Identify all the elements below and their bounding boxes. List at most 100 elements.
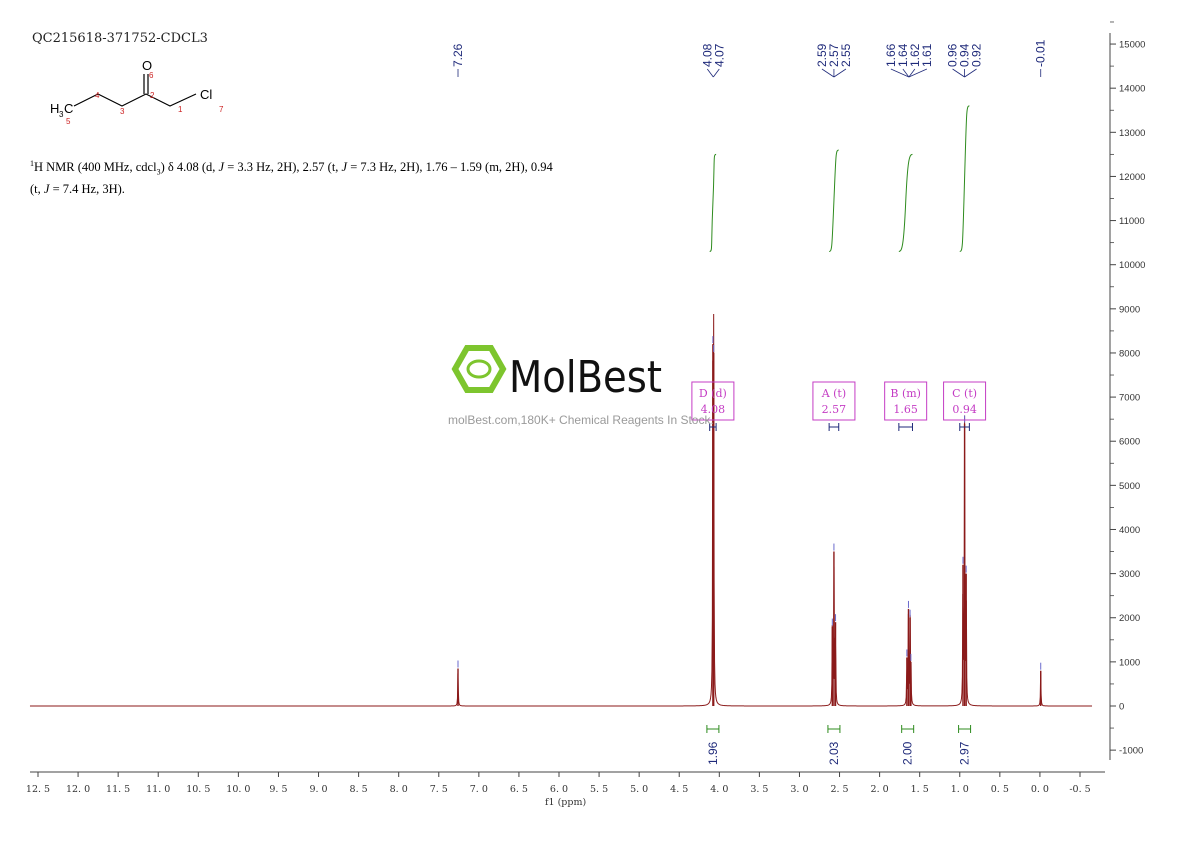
carbon-chain-bonds [73,93,197,107]
multiplet-box [812,381,856,421]
nmr-description-part: (t, [30,181,44,196]
y-tick-label: 2000 [1119,613,1140,624]
integral-curve [898,153,913,252]
multiplet-layer: D (d) 4.08 A (t) 2.57 B (m) 1.65 C (t) 0.94 [691,381,987,431]
x-tick-label: 7. 5 [430,784,448,795]
multiplet-box [943,381,987,421]
peak-shift-label: 0.94 [958,43,972,67]
nmr-description-part: = 7.4 Hz, 3H). [49,181,125,196]
methyl-c-label: C [64,101,73,116]
x-tick-label: 3. 5 [750,784,768,795]
x-tick-label: 2. 5 [830,784,848,795]
y-tick-label: -1000 [1119,746,1143,757]
sample-id: QC215618-371752-CDCL3 [32,31,208,46]
x-tick-label: 6. 5 [510,784,528,795]
nmr-description-part: H NMR (400 MHz, cdcl [34,160,157,175]
y-tick-label: 7000 [1119,393,1140,404]
peak-shift-label: 2.59 [815,43,829,67]
x-tick-label: 5. 0 [630,784,648,795]
multiplet-shift-label: 4.08 [701,403,726,416]
x-tick-label: 3. 0 [790,784,808,795]
peak-shift-label: 0.96 [946,43,960,67]
multiplet-name-label: C (t) [952,387,977,400]
peak-label-connector [821,68,835,78]
nmr-description-part: = 7.3 Hz, 2H), 1.76 – 1.59 (m, 2H), 0.94 [347,160,553,175]
integral-curve [709,153,717,252]
peak-label-connector [952,68,965,78]
x-tick-label: 1. 0 [951,784,969,795]
x-tick-label: 4. 5 [670,784,688,795]
atom-locant: 2 [150,91,155,100]
multiplet-name-label: A (t) [821,387,846,400]
x-tick-label: 11. 5 [106,784,130,795]
benzene-inner-ring-icon [466,359,492,379]
y-tick-label: 6000 [1119,437,1140,448]
integral-curve [959,105,970,252]
x-tick-label: 12. 5 [26,784,50,795]
y-tick-label: 5000 [1119,481,1140,492]
atom-locant: 7 [219,105,224,114]
nmr-description-part: = 3.3 Hz, 2H), 2.57 (t, [224,160,342,175]
x-tick-label: 9. 5 [269,784,287,795]
x-tick-label: 1. 5 [911,784,929,795]
y-tick-label: 3000 [1119,569,1140,580]
y-tick-label: 1000 [1119,657,1140,668]
x-tick-label: 5. 5 [590,784,608,795]
peak-shift-label: 1.62 [908,43,922,67]
atom-locant: 6 [149,71,154,80]
peak-label-connector [908,68,928,78]
peak-shift-label: 7.26 [451,43,465,67]
watermark-tagline: molBest.com,180K+ Chemical Reagents In S… [448,413,714,427]
y-tick-label: 14000 [1119,84,1145,95]
peak-shift-label: -0.01 [1034,39,1048,67]
multiplet-shift-label: 2.57 [822,403,847,416]
x-tick-label: 11. 0 [146,784,170,795]
atom-locant: 1 [178,105,183,114]
x-tick-label: 4. 0 [710,784,728,795]
axes-layer: 12. 5 12. 0 11. 5 11. 0 10. 5 10. 0 9. 5 9. 0 8.… [26,21,1145,795]
x-tick-label: 12. 0 [66,784,90,795]
peak-label-layer: 7.26 4.084.07 2.592.572.55 1.661.641.621.61… [451,39,1048,78]
y-tick-label: 12000 [1119,172,1145,183]
y-tick-label: 10000 [1119,260,1145,271]
multiplet-shift-label: 1.65 [893,403,918,416]
y-tick-label: 11000 [1119,216,1145,227]
atom-locant: 5 [66,117,71,126]
multiplet-shift-label: 0.94 [952,403,977,416]
solvent-subscript: 3 [156,167,161,177]
spectrum-layer [29,313,1093,707]
methyl-h-label: H [50,101,59,116]
x-tick-label: 7. 0 [470,784,488,795]
y-tick-label: 15000 [1119,40,1145,51]
coupling-symbol: J [341,160,348,175]
peak-shift-label: 1.61 [920,43,934,67]
x-tick-label: 10. 5 [186,784,210,795]
x-tick-label: 2. 0 [871,784,889,795]
peak-label-connector [902,68,910,78]
nmr-description: 1H NMR (400 MHz, cdcl3) δ 4.08 (d, J = 3… [30,155,630,198]
atom-locant: 4 [95,91,100,100]
peak-label-connector [908,68,916,78]
x-tick-label: 6. 0 [550,784,568,795]
y-tick-label: 13000 [1119,128,1145,139]
oxygen-atom-label: O [142,58,152,73]
integral-value-label: 2.03 [827,741,841,765]
isotope-superscript: 1 [30,159,34,168]
y-tick-label: 9000 [1119,304,1140,315]
integral-value-label: 1.96 [706,741,720,765]
peak-label-connector [890,68,910,78]
peak-label-connector [833,68,847,78]
methyl-subscript-label: 3 [59,110,64,119]
peak-label-connector [964,68,977,78]
peak-shift-label: 2.55 [839,43,853,67]
x-tick-label: 8. 5 [350,784,368,795]
x-tick-label: 8. 0 [390,784,408,795]
x-tick-label: 9. 0 [309,784,327,795]
nmr-description-part: ) δ 4.08 (d, [160,160,219,175]
spectrum-trace [29,313,1093,707]
integral-value-label: 2.00 [901,741,915,765]
peak-label-connector [706,68,714,78]
peak-shift-label: 4.07 [712,43,726,67]
integral-value-label: 2.97 [958,741,972,765]
